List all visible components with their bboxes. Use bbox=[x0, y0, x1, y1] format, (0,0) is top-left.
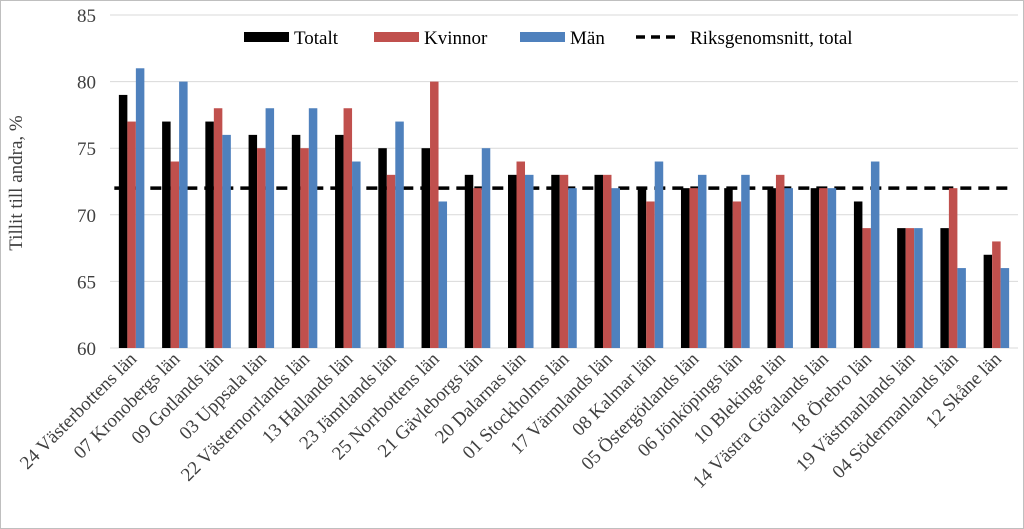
bar-totalt bbox=[680, 188, 690, 348]
y-tick-label: 75 bbox=[77, 139, 96, 160]
bar-totalt bbox=[983, 254, 993, 348]
y-tick-label: 85 bbox=[77, 6, 96, 27]
bar-totalt bbox=[118, 94, 128, 348]
bar-kvinnor bbox=[689, 188, 698, 348]
legend-swatch-män bbox=[520, 32, 565, 42]
bar-kvinnor bbox=[862, 228, 871, 348]
legend-label: Riksgenomsnitt, total bbox=[690, 28, 853, 49]
bar-totalt bbox=[897, 228, 906, 348]
bar-totalt bbox=[162, 121, 171, 348]
legend-label: Totalt bbox=[294, 28, 339, 49]
bar-män bbox=[870, 161, 880, 348]
bar-totalt bbox=[205, 121, 214, 348]
bar-kvinnor bbox=[257, 148, 266, 348]
bar-män bbox=[784, 188, 793, 348]
bar-män bbox=[654, 161, 664, 348]
bar-totalt bbox=[551, 174, 560, 348]
bar-kvinnor bbox=[430, 81, 439, 348]
y-tick-labels: 60 65 70 75 80 85 bbox=[77, 6, 96, 360]
bar-kvinnor bbox=[127, 121, 136, 348]
legend-label: Kvinnor bbox=[424, 28, 488, 49]
y-tick-label: 80 bbox=[77, 73, 96, 94]
bar-män bbox=[222, 134, 231, 348]
y-tick-label: 65 bbox=[77, 272, 96, 293]
bar-kvinnor bbox=[775, 174, 785, 348]
legend-swatch-kvinnor bbox=[374, 32, 419, 42]
bar-män bbox=[179, 81, 188, 348]
bar-totalt bbox=[335, 134, 344, 348]
bar-kvinnor bbox=[992, 241, 1001, 348]
bar-kvinnor bbox=[948, 188, 958, 348]
bar-totalt bbox=[637, 188, 647, 348]
bar-totalt bbox=[421, 148, 431, 348]
bar-totalt bbox=[594, 174, 603, 348]
bar-män bbox=[827, 188, 837, 348]
bar-kvinnor bbox=[473, 188, 482, 348]
legend: Totalt Kvinnor Män Riksgenomsnitt, total bbox=[244, 28, 853, 49]
bar-män bbox=[395, 121, 404, 348]
bar-män bbox=[135, 68, 145, 348]
bar-män bbox=[265, 108, 275, 349]
bar-män bbox=[914, 228, 923, 348]
y-tick-label: 70 bbox=[77, 206, 96, 227]
y-tick-label: 60 bbox=[77, 339, 96, 360]
bar-kvinnor bbox=[732, 201, 742, 348]
bar-totalt bbox=[378, 148, 387, 348]
y-axis-label: Tillit till andra, % bbox=[6, 115, 27, 251]
bar-män bbox=[568, 188, 577, 348]
bar-kvinnor bbox=[819, 188, 828, 348]
bar-män bbox=[352, 161, 361, 348]
bar-män bbox=[957, 268, 966, 348]
bar-män bbox=[481, 148, 491, 348]
bar-män bbox=[1000, 268, 1010, 348]
bar-män bbox=[741, 174, 750, 348]
bar-män bbox=[611, 188, 620, 348]
bar-män bbox=[697, 174, 707, 348]
bar-totalt bbox=[767, 188, 776, 348]
bar-totalt bbox=[248, 134, 258, 348]
bar-kvinnor bbox=[559, 174, 569, 348]
bar-kvinnor bbox=[300, 148, 309, 348]
bar-kvinnor bbox=[170, 161, 180, 348]
bar-totalt bbox=[724, 188, 733, 348]
bar-totalt bbox=[853, 201, 863, 348]
bar-kvinnor bbox=[213, 108, 223, 349]
legend-swatch-totalt bbox=[244, 32, 289, 42]
bar-totalt bbox=[940, 228, 949, 348]
bar-totalt bbox=[291, 134, 301, 348]
bar-kvinnor bbox=[516, 161, 526, 348]
bar-totalt bbox=[464, 174, 474, 348]
bar-män bbox=[308, 108, 318, 349]
bar-män bbox=[525, 174, 534, 348]
bars bbox=[118, 68, 1010, 349]
legend-label: Män bbox=[570, 28, 605, 49]
bar-kvinnor bbox=[905, 228, 915, 348]
bar-totalt bbox=[810, 188, 820, 348]
bar-kvinnor bbox=[343, 108, 353, 349]
bar-kvinnor bbox=[646, 201, 655, 348]
bar-kvinnor bbox=[386, 174, 396, 348]
bar-totalt bbox=[508, 174, 517, 348]
bar-män bbox=[438, 201, 448, 348]
bar-kvinnor bbox=[602, 174, 612, 348]
